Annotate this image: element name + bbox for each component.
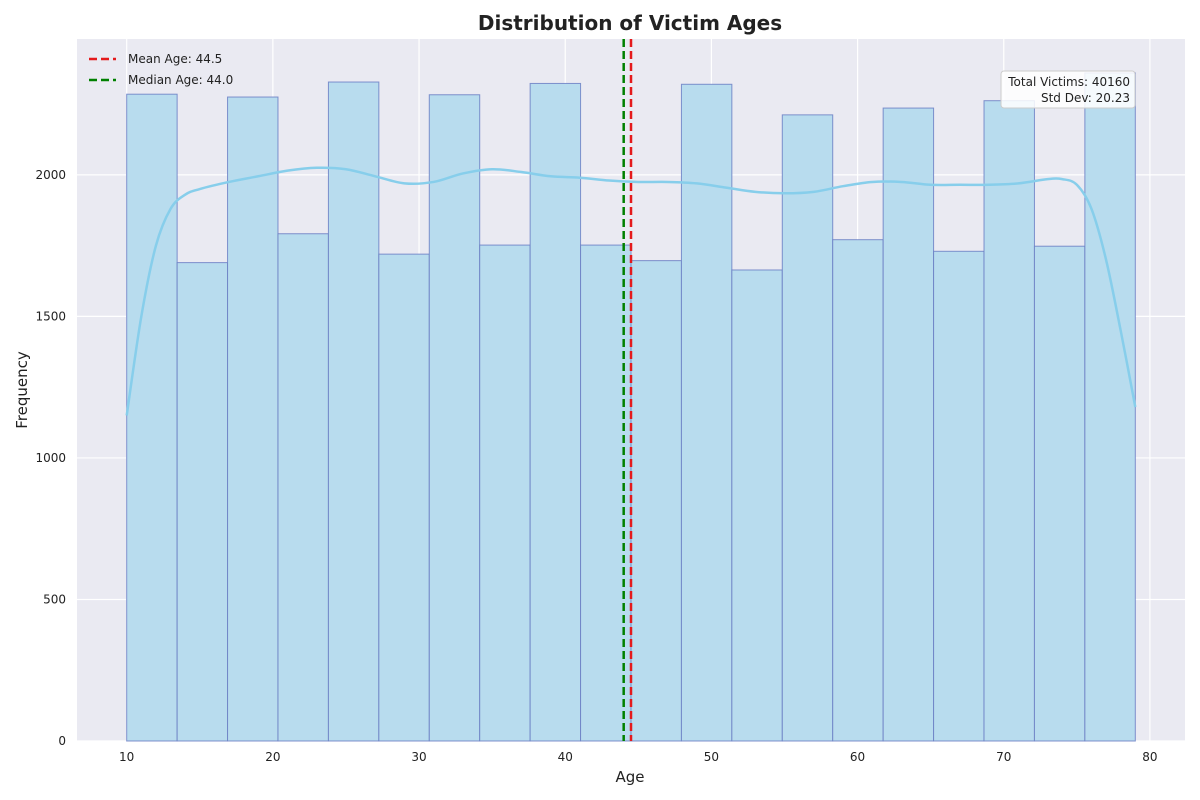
x-axis-label: Age xyxy=(615,768,644,786)
histogram-bar xyxy=(1084,72,1136,742)
histogram-bar xyxy=(327,81,380,742)
stats-total-victims: Total Victims: 40160 xyxy=(1007,75,1130,89)
histogram-bar xyxy=(731,269,783,742)
histogram-bar xyxy=(227,96,279,742)
y-axis-label: Frequency xyxy=(13,351,31,429)
legend: Mean Age: 44.5 Median Age: 44.0 xyxy=(89,52,233,87)
histogram-bar xyxy=(680,83,733,742)
histogram-bar xyxy=(378,253,430,742)
ticks-layer: 10 20 30 40 50 60 70 80 0 500 1000 1500 2000 xyxy=(35,168,1157,764)
y-tick-label: 1500 xyxy=(35,309,66,323)
bars-layer xyxy=(126,72,1136,742)
histogram-bar xyxy=(832,239,884,742)
legend-label: Mean Age: 44.5 xyxy=(128,52,222,66)
x-tick-label: 20 xyxy=(265,750,280,764)
histogram-bar xyxy=(630,260,682,742)
x-tick-label: 60 xyxy=(850,750,865,764)
kde-layer xyxy=(125,166,1137,416)
x-tick-label: 10 xyxy=(119,750,134,764)
stats-std-dev: Std Dev: 20.23 xyxy=(1041,91,1130,105)
kde-curve xyxy=(125,166,1137,416)
histogram-bar xyxy=(933,250,985,742)
stats-box: Total Victims: 40160 Std Dev: 20.23 xyxy=(1000,70,1136,109)
x-tick-label: 70 xyxy=(996,750,1011,764)
histogram-bar xyxy=(529,82,582,742)
chart-title: Distribution of Victim Ages xyxy=(478,11,782,35)
x-tick-label: 40 xyxy=(558,750,573,764)
y-tick-label: 0 xyxy=(58,734,66,748)
histogram-bar xyxy=(126,93,178,742)
histogram-bar xyxy=(983,100,1035,742)
y-tick-label: 500 xyxy=(43,592,66,606)
x-tick-label: 50 xyxy=(704,750,719,764)
histogram-bar xyxy=(479,244,531,742)
x-tick-label: 80 xyxy=(1142,750,1157,764)
stats-box-background xyxy=(1000,70,1136,109)
x-tick-label: 30 xyxy=(411,750,426,764)
reference-lines-layer xyxy=(622,39,633,741)
legend-label: Median Age: 44.0 xyxy=(128,73,233,87)
histogram-bar xyxy=(176,262,229,742)
y-tick-label: 1000 xyxy=(35,451,66,465)
histogram-bar xyxy=(428,94,481,742)
histogram-bar xyxy=(1033,245,1086,742)
y-tick-label: 2000 xyxy=(35,168,66,182)
histogram-bar xyxy=(882,107,935,742)
histogram-bar xyxy=(781,114,834,742)
histogram-bar xyxy=(277,233,329,742)
